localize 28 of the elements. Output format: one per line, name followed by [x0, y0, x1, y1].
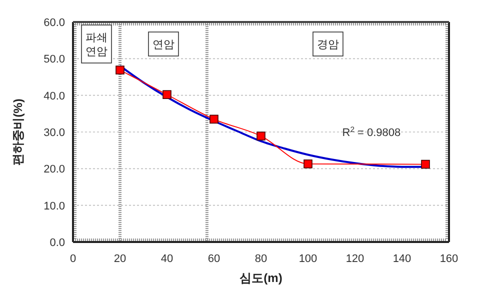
y-tick-label: 0.0: [50, 237, 65, 249]
y-tick-label: 50.0: [44, 54, 65, 66]
x-tick-label: 60: [208, 253, 220, 265]
x-tick-label: 140: [392, 253, 412, 265]
x-tick-label: 0: [70, 253, 76, 265]
y-tick-label: 20.0: [44, 164, 65, 176]
point: [256, 132, 266, 140]
point: [116, 66, 124, 74]
x-tick-label: 160: [440, 253, 458, 265]
x-tick-label: 80: [254, 253, 268, 265]
y-tick-label: 40.0: [44, 90, 65, 102]
x-axis-title: 심도(m): [240, 271, 282, 285]
annotation: 경암: [316, 39, 339, 51]
point: [304, 160, 312, 168]
x-tick-label: 120: [346, 253, 364, 265]
y-axis-title: 편하중비(%): [11, 98, 25, 166]
point: [162, 90, 172, 99]
x-tick-label: 40: [160, 253, 174, 265]
annotation: 연암: [152, 39, 174, 51]
point: [210, 114, 218, 124]
y-tick-label: 60.0: [44, 17, 65, 29]
y-tick-label: 10.0: [44, 200, 65, 212]
x-tick-label: 100: [298, 253, 318, 265]
x-tick-label: 20: [114, 253, 126, 265]
point: [421, 160, 430, 169]
y-tick-label: 30.0: [44, 127, 65, 139]
annotation: R$^{2}$ = 0.9808: [342, 124, 401, 139]
annotation: 파쇄 연암: [86, 32, 108, 58]
